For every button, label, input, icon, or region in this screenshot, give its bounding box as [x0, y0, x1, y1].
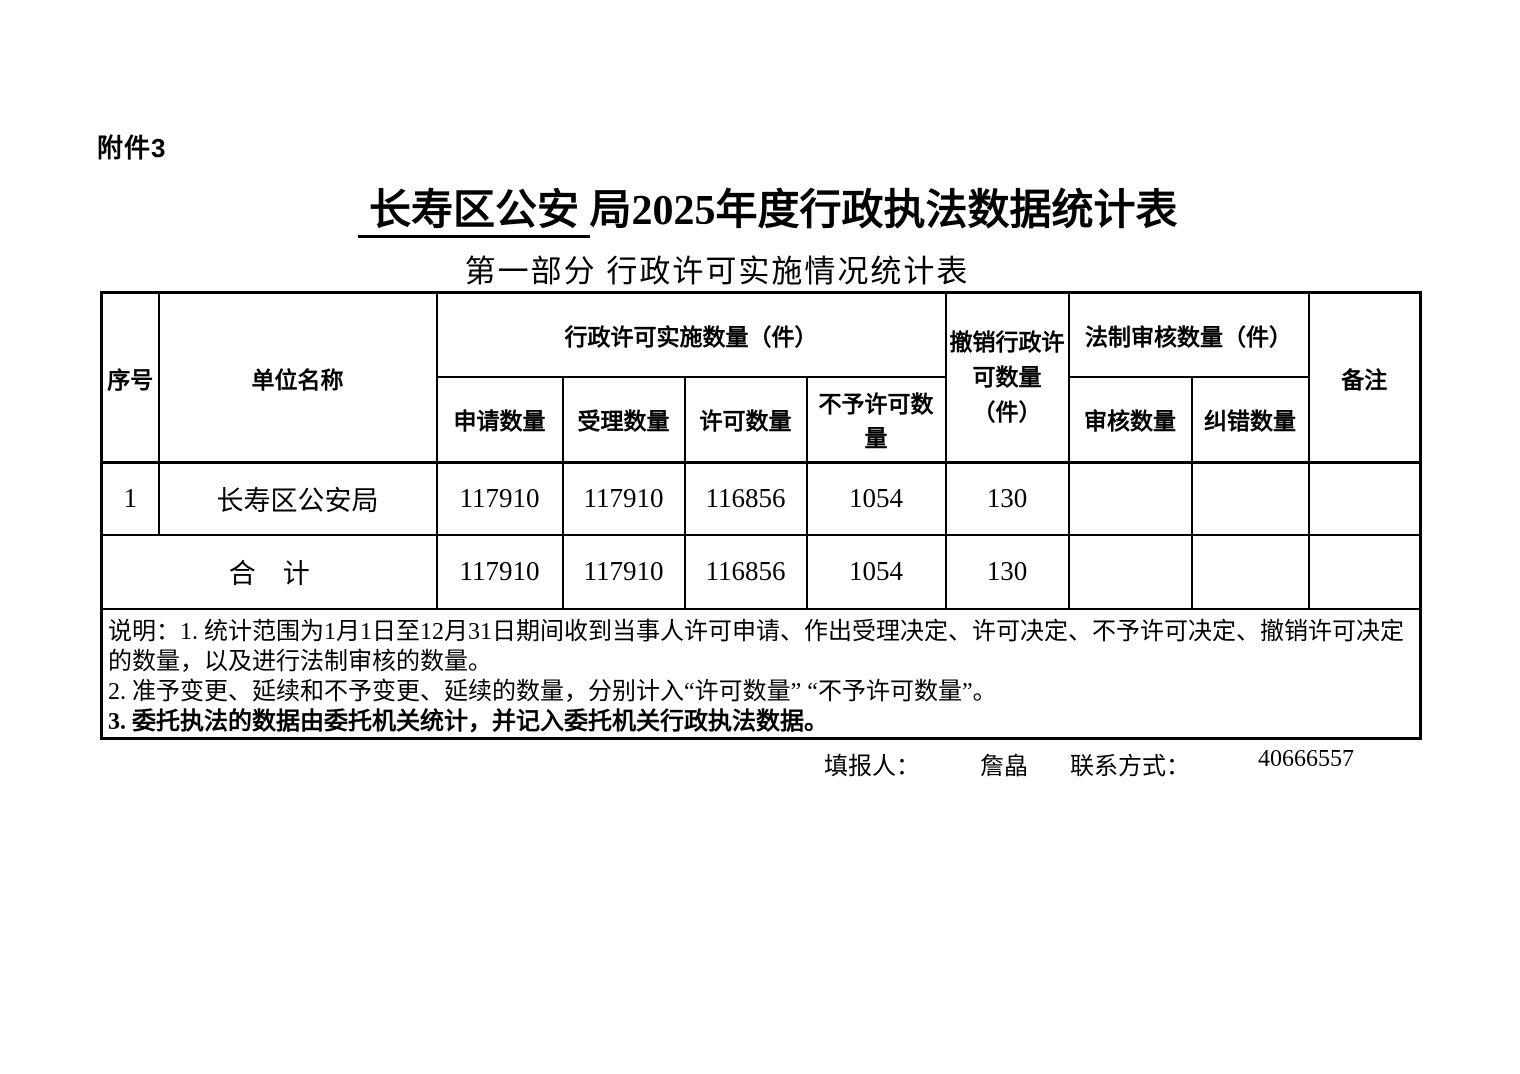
col-header-remark: 备注: [1307, 291, 1422, 464]
col-header-review-group: 法制审核数量（件）: [1067, 291, 1310, 378]
notes-row: 说明：1. 统计范围为1月1日至12月31日期间收到当事人许可申请、作出受理决定…: [100, 607, 1422, 740]
col-header-correct: 纠错数量: [1190, 375, 1310, 464]
cell-remark: [1307, 461, 1422, 536]
header-row-top: 序号 单位名称 行政许可实施数量（件） 撤销行政许 可数量 （件） 法制审核数量…: [100, 291, 1422, 464]
note-line-3: 3. 委托执法的数据由委托机关统计，并记入委托机关行政执法数据。: [108, 708, 828, 735]
cell-unit: 长寿区公安局: [157, 461, 438, 536]
col-header-impl-group: 行政许可实施数量（件）: [435, 291, 947, 378]
col-header-unit: 单位名称: [157, 291, 438, 464]
cell-accept: 117910: [561, 461, 686, 536]
total-apply: 117910: [435, 533, 564, 610]
note-line-1: 说明：1. 统计范围为1月1日至12月31日期间收到当事人许可申请、作出受理决定…: [108, 618, 1404, 675]
cell-deny: 1054: [805, 461, 947, 536]
total-review: [1067, 533, 1193, 610]
col-header-apply: 申请数量: [435, 375, 564, 464]
cell-revoke: 130: [944, 461, 1070, 536]
col-header-accept: 受理数量: [561, 375, 686, 464]
statistics-table: 序号 单位名称 行政许可实施数量（件） 撤销行政许 可数量 （件） 法制审核数量…: [100, 291, 1422, 740]
notes-cell: 说明：1. 统计范围为1月1日至12月31日期间收到当事人许可申请、作出受理决定…: [100, 607, 1422, 740]
col-header-revoke: 撤销行政许 可数量 （件）: [944, 291, 1070, 464]
col-header-seq: 序号: [100, 291, 160, 464]
total-accept: 117910: [561, 533, 686, 610]
footer: 填报人： 詹皛 联系方式： 40666557: [0, 746, 1520, 782]
total-deny: 1054: [805, 533, 947, 610]
cell-seq: 1: [100, 461, 160, 536]
preparer-name: 詹皛: [980, 754, 1028, 780]
cell-review: [1067, 461, 1193, 536]
attachment-label: 附件3: [97, 133, 167, 163]
total-row: 合 计 117910 117910 116856 1054 130: [100, 533, 1422, 610]
note-line-2: 2. 准予变更、延续和不予变更、延续的数量，分别计入“许可数量” “不予许可数量…: [108, 678, 997, 705]
preparer-label: 填报人：: [824, 754, 920, 780]
col-header-review: 审核数量: [1067, 375, 1193, 464]
col-header-permit: 许可数量: [683, 375, 808, 464]
contact-number: 40666557: [1258, 746, 1354, 772]
title-underlined-unit-name: 长寿区公安: [358, 188, 590, 238]
total-revoke: 130: [944, 533, 1070, 610]
cell-permit: 116856: [683, 461, 808, 536]
page-title: 长寿区公安 局2025年度行政执法数据统计表: [8, 176, 1520, 238]
contact-label: 联系方式：: [1070, 754, 1190, 780]
cell-apply: 117910: [435, 461, 564, 536]
table-row: 1 长寿区公安局 117910 117910 116856 1054 130: [100, 461, 1422, 536]
title-rest: 局2025年度行政执法数据统计表: [589, 188, 1178, 234]
cell-correct: [1190, 461, 1310, 536]
total-label: 合 计: [100, 533, 438, 610]
header-row-sub: 申请数量 受理数量 许可数量 不予许可数量 审核数量 纠错数量: [102, 375, 1421, 464]
col-header-deny: 不予许可数量: [805, 375, 947, 464]
total-remark: [1307, 533, 1422, 610]
page-subtitle: 第一部分 行政许可实施情况统计表: [464, 254, 970, 289]
total-correct: [1190, 533, 1310, 610]
total-permit: 116856: [683, 533, 808, 610]
